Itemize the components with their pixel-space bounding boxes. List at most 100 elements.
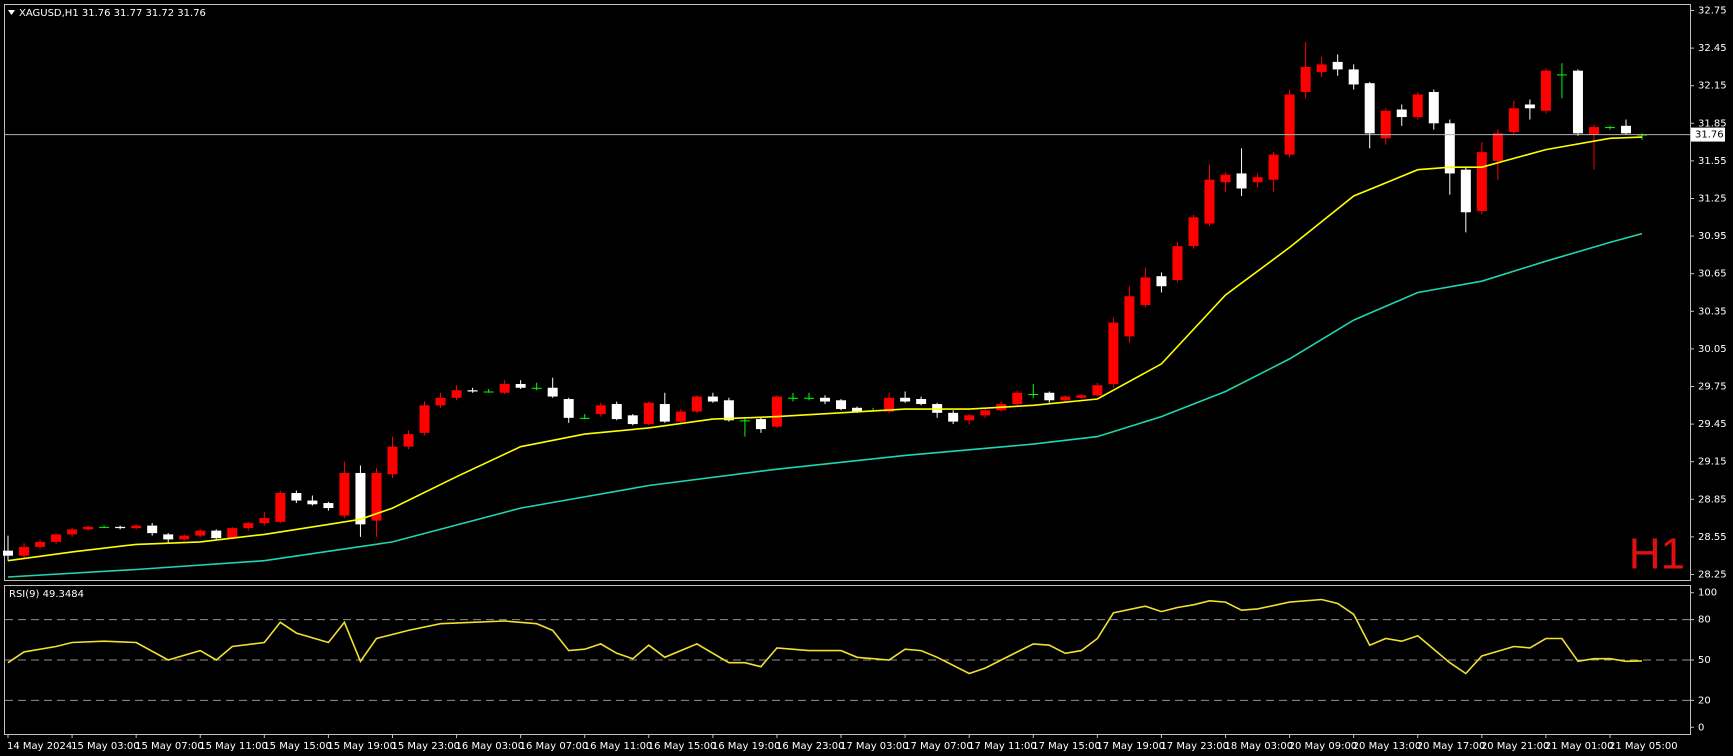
candle-body bbox=[1396, 109, 1407, 118]
candle-body bbox=[323, 503, 334, 509]
x-tick-label: 17 May 03:00 bbox=[840, 741, 909, 752]
candle-body bbox=[435, 397, 446, 406]
x-tick-label: 17 May 15:00 bbox=[1032, 741, 1101, 752]
y-tick-label: 100 bbox=[1698, 588, 1717, 599]
candle-body bbox=[195, 530, 206, 536]
x-tick-label: 15 May 03:00 bbox=[71, 741, 140, 752]
candle-body bbox=[1540, 70, 1551, 111]
candle-body bbox=[371, 472, 382, 521]
x-tick-label: 15 May 19:00 bbox=[327, 741, 396, 752]
y-tick-label: 28.85 bbox=[1698, 494, 1727, 505]
candle-body bbox=[83, 526, 94, 530]
candle-body bbox=[884, 397, 895, 412]
y-tick-label: 29.75 bbox=[1698, 381, 1727, 392]
candle-body bbox=[675, 411, 686, 422]
x-tick-label: 15 May 07:00 bbox=[135, 741, 204, 752]
moving-average bbox=[7, 232, 1643, 578]
candle-body bbox=[1508, 108, 1519, 133]
y-tick-label: 80 bbox=[1698, 615, 1711, 626]
candle-body bbox=[211, 530, 222, 539]
y-tick-label: 30.35 bbox=[1698, 306, 1727, 317]
candle-body bbox=[515, 383, 526, 388]
dropdown-icon[interactable] bbox=[8, 10, 15, 15]
candle-body bbox=[1572, 70, 1583, 134]
candle-body bbox=[707, 396, 718, 402]
candle-body bbox=[19, 546, 30, 556]
candle-body bbox=[291, 493, 302, 501]
x-tick-label: 16 May 07:00 bbox=[520, 741, 589, 752]
x-tick-label: 18 May 03:00 bbox=[1225, 741, 1294, 752]
candle-body bbox=[804, 397, 814, 399]
moving-average bbox=[7, 136, 1643, 562]
candle-body bbox=[419, 405, 430, 433]
candle-body bbox=[820, 397, 831, 402]
candle-body bbox=[852, 407, 863, 412]
candle-body bbox=[531, 387, 542, 389]
x-tick-label: 15 May 23:00 bbox=[391, 741, 460, 752]
candle-body bbox=[451, 390, 462, 398]
main-panel-frame bbox=[4, 4, 1691, 581]
y-tick-label: 30.95 bbox=[1698, 231, 1727, 242]
x-tick-label: 17 May 23:00 bbox=[1160, 741, 1229, 752]
candle-body bbox=[691, 396, 702, 412]
candle-body bbox=[948, 412, 959, 422]
y-tick-label: 0 bbox=[1698, 722, 1704, 733]
candle-body bbox=[1236, 173, 1247, 189]
candle-body bbox=[51, 534, 62, 542]
candle-body bbox=[387, 446, 398, 475]
x-tick-label: 21 May 01:00 bbox=[1545, 741, 1614, 752]
candle-body bbox=[547, 387, 558, 397]
candle-body bbox=[1188, 217, 1199, 247]
y-tick-label: 32.75 bbox=[1698, 6, 1727, 17]
candle-body bbox=[483, 391, 494, 393]
y-tick-label: 28.55 bbox=[1698, 532, 1727, 543]
candle-body bbox=[611, 404, 622, 420]
last-price-tag-bg bbox=[1691, 127, 1725, 142]
x-tick-label: 20 May 13:00 bbox=[1353, 741, 1422, 752]
candle-body bbox=[643, 402, 654, 425]
x-tick-label: 14 May 2024 bbox=[7, 741, 72, 752]
candle-body bbox=[1524, 104, 1535, 109]
candle-body bbox=[595, 405, 606, 415]
y-tick-label: 32.15 bbox=[1698, 81, 1727, 92]
x-tick-label: 20 May 21:00 bbox=[1481, 741, 1550, 752]
candle-body bbox=[787, 397, 798, 399]
candle-body bbox=[1076, 395, 1087, 398]
candle-body bbox=[131, 525, 142, 529]
candle-body bbox=[579, 417, 590, 419]
candle-body bbox=[179, 535, 190, 540]
x-tick-label: 15 May 11:00 bbox=[199, 741, 268, 752]
y-tick-label: 20 bbox=[1698, 695, 1711, 706]
candle-body bbox=[1092, 385, 1103, 396]
candle-body bbox=[3, 550, 13, 556]
candle-body bbox=[1028, 394, 1039, 396]
y-tick-label: 31.55 bbox=[1698, 156, 1727, 167]
x-tick-label: 20 May 17:00 bbox=[1417, 741, 1486, 752]
candle-body bbox=[836, 400, 847, 410]
candle-body bbox=[99, 526, 110, 528]
candle-body bbox=[147, 525, 158, 534]
candle-body bbox=[1012, 392, 1023, 405]
candle-body bbox=[1412, 94, 1423, 118]
candle-body bbox=[1156, 276, 1167, 287]
candle-body bbox=[1284, 94, 1295, 155]
candle-body bbox=[1140, 277, 1151, 306]
candle-body bbox=[1300, 66, 1311, 92]
candle-body bbox=[1556, 74, 1567, 76]
candle-body bbox=[403, 434, 414, 447]
candle-body bbox=[275, 493, 286, 522]
candle-body bbox=[627, 415, 638, 425]
y-tick-label: 50 bbox=[1698, 655, 1711, 666]
candle-body bbox=[1492, 133, 1503, 161]
y-tick-label: 28.25 bbox=[1698, 569, 1727, 580]
x-tick-label: 16 May 15:00 bbox=[648, 741, 717, 752]
y-tick-label: 29.15 bbox=[1698, 457, 1727, 468]
symbol-header: XAGUSD,H1 31.76 31.77 31.72 31.76 bbox=[19, 8, 206, 19]
x-tick-label: 20 May 09:00 bbox=[1289, 741, 1358, 752]
candle-body bbox=[771, 396, 782, 427]
x-tick-label: 17 May 19:00 bbox=[1096, 741, 1165, 752]
timeframe-watermark: H1 bbox=[1629, 530, 1685, 579]
candle-body bbox=[499, 383, 510, 393]
candle-body bbox=[1108, 322, 1119, 384]
candle-body bbox=[307, 500, 318, 505]
